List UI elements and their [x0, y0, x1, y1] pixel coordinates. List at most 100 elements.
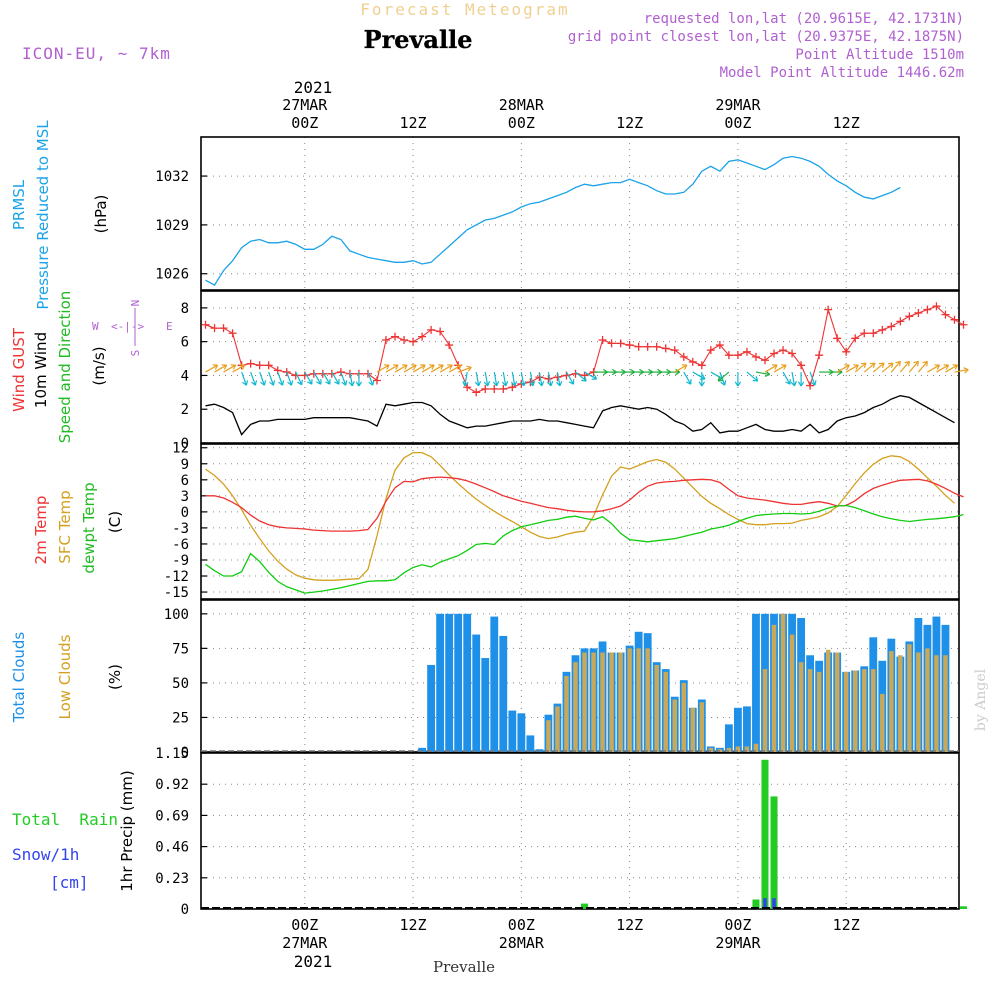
wind-direction-arrow — [908, 360, 919, 373]
low-cloud-bar — [699, 702, 705, 752]
wind-arrow-head — [269, 380, 276, 386]
low-cloud-bar — [735, 746, 741, 752]
wind-arrow-head — [429, 364, 435, 370]
y-tick-label: 75 — [172, 641, 189, 657]
wind-direction-arrow — [881, 362, 894, 373]
wind-arrow-head — [212, 364, 219, 370]
wind-direction-arrow — [511, 371, 516, 386]
precip-panel: 0 0.23 0.46 0.69 0.92 1.15 — [155, 746, 968, 918]
dewpt-label: dewpt Temp — [80, 482, 98, 573]
gust-marker — [824, 305, 833, 314]
y-tick-label: 0.46 — [155, 840, 189, 856]
wind-direction-arrow — [782, 371, 791, 385]
y-tick-label: -12 — [164, 569, 189, 585]
y-tick-label: 1029 — [155, 218, 189, 234]
gust-marker — [607, 339, 616, 348]
bottom-date-label: 28MAR — [499, 934, 545, 952]
wind-arrow-head — [538, 381, 545, 387]
total-cloud-bar — [517, 713, 526, 752]
wind-direction-arrow — [556, 371, 561, 386]
wind-direction-arrow — [268, 371, 275, 386]
rain-bar — [770, 796, 778, 909]
wind-direction-arrow — [692, 371, 706, 380]
wind-arrow-head — [492, 381, 500, 387]
wind-arrow-head — [781, 364, 787, 370]
wind-direction-arrow — [764, 364, 778, 373]
y-tick-label: 6 — [181, 335, 189, 351]
gust-marker — [923, 305, 932, 314]
total-cloud-bar — [463, 613, 472, 752]
gust-marker — [779, 346, 788, 355]
location-title: Prevalle — [364, 25, 473, 54]
temp-unit: (C) — [106, 511, 124, 533]
wind-panel: 0 2 4 6 8 — [181, 290, 969, 452]
prmsl-desc-label: Pressure Reduced to MSL — [34, 120, 52, 310]
low-cloud-bar — [744, 746, 750, 752]
wind-arrow-head — [790, 381, 797, 387]
wind-direction-arrow — [475, 371, 480, 386]
low-cloud-bar — [852, 670, 858, 752]
low-cloud-bar — [834, 652, 840, 752]
wind-arrow-head — [752, 376, 759, 382]
wind-direction-arrow — [809, 371, 816, 386]
wind-direction-arrow — [520, 371, 525, 386]
wind-direction-arrow — [538, 371, 543, 386]
wind-direction-arrow — [954, 369, 969, 373]
snow-bar — [772, 898, 776, 909]
low-cloud-bar — [843, 671, 849, 752]
wind-direction-arrow — [457, 366, 472, 373]
gust-marker — [878, 325, 887, 334]
y-tick-label: 100 — [164, 607, 189, 623]
wind-direction-arrow — [575, 371, 587, 382]
gust-marker — [851, 334, 860, 343]
wind-arrow-head — [483, 381, 491, 387]
wind-arrow-head — [334, 379, 340, 385]
wind-arrow-head — [699, 374, 706, 380]
temp-2m-line — [205, 476, 964, 532]
gust-marker — [869, 329, 878, 338]
y-tick-label: 9 — [181, 457, 189, 473]
wind-direction-arrow — [584, 371, 597, 380]
wind-arrow-head — [384, 364, 390, 370]
gust-marker — [309, 369, 318, 378]
gust-marker — [427, 325, 436, 334]
y-tick-label: 12 — [172, 441, 189, 457]
low-cloud-bar — [654, 664, 659, 752]
low-cloud-bar — [825, 649, 831, 752]
total-cloud-bar — [472, 634, 481, 752]
gust-marker — [842, 347, 851, 356]
gust-marker — [751, 352, 760, 361]
low-cloud-bar — [880, 693, 885, 752]
panel-frame — [200, 752, 960, 910]
panel-frame — [200, 599, 960, 753]
wind-direction-arrow — [295, 371, 303, 386]
gust-marker — [499, 384, 508, 393]
low-clouds-label: Low Clouds — [56, 634, 74, 719]
low-cloud-bar — [789, 634, 795, 752]
gust-marker — [246, 359, 255, 368]
wind-arrow-head — [297, 379, 303, 386]
gust-marker — [697, 361, 706, 370]
wind-arrow-head — [411, 364, 417, 370]
wind-direction-arrow — [376, 364, 390, 373]
wind-direction-arrow — [927, 364, 940, 373]
wind-arrow-head — [810, 380, 817, 386]
gust-marker — [724, 351, 733, 360]
wind-arrow-head — [952, 364, 959, 370]
wind-arrow-head — [402, 364, 408, 370]
wind-direction-arrow — [205, 364, 218, 373]
prmsl-label: PRMSL — [10, 179, 28, 230]
low-cloud-bar — [916, 652, 921, 752]
bottom-time-label: 00Z — [508, 916, 535, 934]
low-cloud-bar — [934, 655, 939, 752]
wind-direction-arrow — [845, 364, 859, 373]
gust-marker — [616, 339, 625, 348]
wind-direction-arrow — [241, 371, 247, 386]
wind-direction-arrow — [836, 364, 850, 373]
wind-direction-arrow — [313, 371, 322, 385]
bottom-time-label: 12Z — [400, 916, 427, 934]
low-cloud-bar — [708, 747, 714, 752]
top-time-label: 12Z — [616, 114, 643, 132]
gust-marker — [391, 332, 400, 341]
